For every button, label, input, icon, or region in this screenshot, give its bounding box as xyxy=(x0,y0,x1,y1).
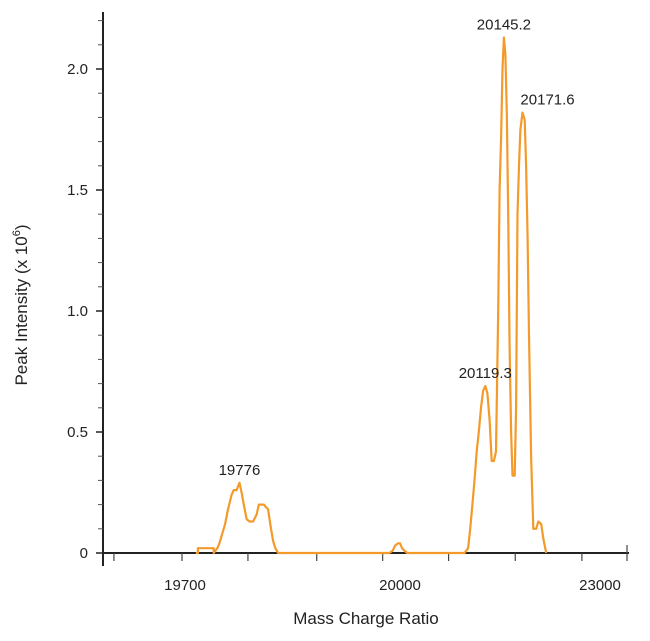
peak-label: 20145.2 xyxy=(477,17,531,34)
y-axis-title-main: Peak Intensity (x 10 xyxy=(12,236,31,385)
peak-label: 19776 xyxy=(219,462,261,479)
spectrum-trace xyxy=(195,36,548,555)
y-axis-title: Peak Intensity (x 106) xyxy=(11,224,31,385)
peak-annotations: 19776 20119.3 20145.2 20171.6 xyxy=(219,17,575,479)
y-tick-label: 0 xyxy=(80,545,88,562)
x-tick-label: 19700 xyxy=(164,577,206,594)
x-tick-label: 23000 xyxy=(579,577,621,594)
y-axis-title-superscript: 6 xyxy=(11,230,23,236)
y-tick-label: 2.0 xyxy=(67,61,88,78)
y-axis: 0 0.5 1.0 1.5 2.0 xyxy=(67,12,104,566)
peak-label: 20171.6 xyxy=(520,92,574,109)
y-tick-label: 1.0 xyxy=(67,303,88,320)
y-tick-label: 1.5 xyxy=(67,182,88,199)
peak-label: 20119.3 xyxy=(459,365,512,382)
y-axis-title-suffix: ) xyxy=(12,224,31,230)
x-axis-title: Mass Charge Ratio xyxy=(293,609,439,628)
plot-area xyxy=(195,36,548,555)
y-tick-label: 0.5 xyxy=(67,424,88,441)
x-tick-label: 20000 xyxy=(379,577,421,594)
